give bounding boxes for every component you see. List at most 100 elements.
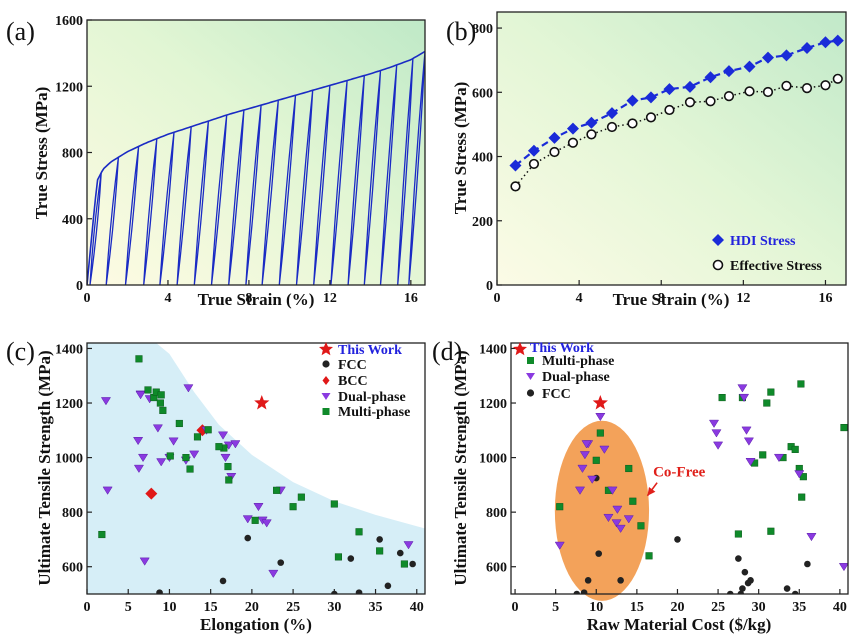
hdi-stress-point <box>780 49 793 62</box>
multi-phase-point <box>225 476 233 484</box>
effective-stress-point <box>606 121 618 133</box>
dual-phase-point <box>595 413 606 422</box>
y-axis-title-c: Ultimate Tensile Strength (MPa) <box>35 350 54 585</box>
c-y-tick-label: 1000 <box>55 452 83 467</box>
d-y-tick-label: 1000 <box>479 452 507 467</box>
legend-label-multi-phase-c: Multi-phase <box>338 405 410 420</box>
fcc-point <box>747 577 754 584</box>
ticks-b: 0 4 8 12 16 0 200 400 600 800 <box>472 22 832 306</box>
effective-stress-point <box>567 137 579 148</box>
curve-group-a <box>87 50 425 285</box>
c-y-tick-label: 1200 <box>55 397 83 412</box>
multi-phase-point <box>592 456 600 464</box>
multi-phase-point <box>334 553 342 561</box>
dual-phase-point <box>743 437 754 446</box>
fcc-point <box>804 560 811 568</box>
fcc-point <box>580 589 588 594</box>
legend-label-dual-phase-d: Dual-phase <box>542 370 610 385</box>
co-free-label: Co-Free <box>653 465 706 481</box>
legend-c: This Work FCC BCC Dual-phase Multi-phase <box>319 342 410 420</box>
multi-phase-point <box>734 530 742 538</box>
b-x-tick-label: 4 <box>576 291 583 306</box>
effective-stress-point <box>684 97 696 108</box>
multi-phase-point <box>637 522 645 530</box>
dual-phase-point <box>794 470 805 479</box>
dual-phase-point <box>189 450 200 459</box>
legend-label-fcc-d: FCC <box>542 387 571 402</box>
dual-phase-point <box>168 437 179 446</box>
c-y-tick-label: 600 <box>62 561 83 576</box>
legend-marker-dual-phase-c <box>321 393 331 400</box>
b-y-tick-label: 600 <box>472 86 493 101</box>
multi-phase-point <box>798 493 806 501</box>
effective-stress-point <box>586 129 597 140</box>
hdi-stress-point <box>566 122 579 135</box>
panel-label-c: (c) <box>6 337 35 366</box>
effective-stress-point <box>744 86 755 97</box>
multi-phase-point <box>175 419 183 428</box>
legend-marker-bcc-c <box>322 376 330 385</box>
multi-phase-point <box>625 464 633 473</box>
a-x-tick-label: 16 <box>404 291 418 306</box>
legend-marker-this-work-d <box>513 342 527 356</box>
fcc-point <box>674 536 681 543</box>
legend-marker-effective <box>712 259 724 271</box>
y-axis-title-a: True Stress (MPa) <box>32 87 51 220</box>
axes-frame-c <box>86 342 426 595</box>
hdi-stress-point <box>548 131 561 144</box>
multi-phase-point <box>759 451 767 459</box>
legend-label-effective: Effective Stress <box>730 259 822 274</box>
dual-phase-point <box>745 458 756 467</box>
hdi-stress-point <box>722 65 735 78</box>
envelope-curve <box>87 50 425 285</box>
hdi-stress-point <box>527 144 540 157</box>
dual-phase-point <box>599 445 610 454</box>
d-x-tick-label: 5 <box>552 600 559 615</box>
dual-phase-point <box>230 440 241 449</box>
dual-phase-point <box>773 453 785 463</box>
bcc-point <box>145 487 158 500</box>
points-group-d <box>554 380 848 594</box>
legend-label-multi-phase-d: Multi-phase <box>542 354 614 369</box>
hysteresis-loop <box>408 51 425 285</box>
dual-phase-point <box>135 391 146 400</box>
a-y-tick-label: 1200 <box>55 80 83 95</box>
legend-label-bcc-c: BCC <box>338 374 368 389</box>
this-work-point <box>592 395 608 410</box>
hdi-stress-point <box>663 83 676 96</box>
multi-phase-point <box>629 497 637 505</box>
multi-phase-point <box>797 380 805 388</box>
dual-phase-point <box>577 464 588 473</box>
dual-phase-point <box>261 519 272 528</box>
legend-b: HDI Stress Effective Stress <box>712 234 822 274</box>
dual-phase-point <box>838 563 848 572</box>
c-x-tick-label: 30 <box>327 600 341 615</box>
ticks-c: 0 5 10 15 20 25 30 35 40 600 800 1000 1200 1400 <box>55 342 424 615</box>
dual-phase-point <box>133 437 144 446</box>
this-work-point <box>254 395 270 410</box>
dual-phase-point <box>581 440 592 449</box>
hysteresis-loop <box>124 146 140 285</box>
hdi-stress-point <box>509 159 522 172</box>
dual-phase-point <box>713 441 724 450</box>
multi-phase-point <box>166 452 174 460</box>
hdi-stress-point <box>585 116 598 129</box>
hysteresis-loop <box>89 172 102 285</box>
effective-stress-point <box>762 86 774 98</box>
legend-d: This Work Multi-phase Dual-phase FCC <box>513 341 614 402</box>
effective-stress-point <box>723 91 735 102</box>
multi-phase-point <box>156 399 164 407</box>
multi-phase-point <box>204 426 212 434</box>
fcc-point <box>573 590 581 594</box>
multi-phase-point <box>135 355 143 363</box>
fcc-point <box>409 560 416 568</box>
hdi-stress-point <box>626 94 639 107</box>
fcc-point <box>347 555 355 562</box>
fcc-point <box>396 549 404 557</box>
fcc-point <box>376 536 383 543</box>
dual-phase-point <box>253 503 264 512</box>
multi-phase-point <box>289 503 297 511</box>
effective-stress-point <box>664 104 675 116</box>
a-x-tick-label: 8 <box>245 291 252 306</box>
